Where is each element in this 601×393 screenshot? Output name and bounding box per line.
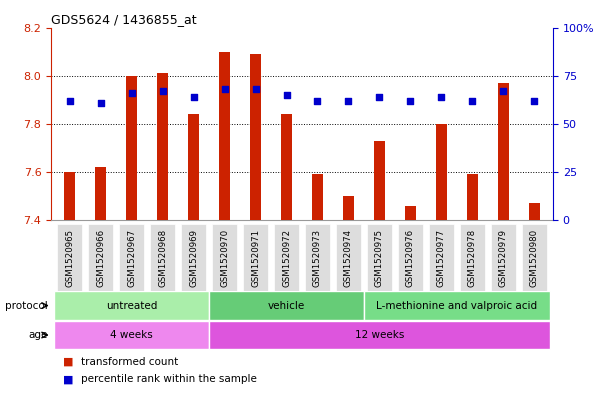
FancyBboxPatch shape [364, 292, 550, 320]
FancyBboxPatch shape [119, 224, 144, 291]
Point [251, 86, 260, 92]
Text: untreated: untreated [106, 301, 157, 310]
Point [127, 90, 136, 96]
Point [158, 88, 168, 94]
Bar [64, 172, 75, 220]
Bar [436, 124, 447, 220]
Bar [529, 203, 540, 220]
Bar [126, 75, 137, 220]
Text: age: age [29, 330, 48, 340]
FancyBboxPatch shape [181, 224, 206, 291]
FancyBboxPatch shape [429, 224, 454, 291]
Bar [95, 167, 106, 220]
Bar [188, 114, 199, 220]
FancyBboxPatch shape [491, 224, 516, 291]
Text: protocol: protocol [5, 301, 48, 310]
Bar [343, 196, 354, 220]
FancyBboxPatch shape [336, 224, 361, 291]
Text: GSM1520975: GSM1520975 [375, 229, 384, 287]
Point [499, 88, 508, 94]
Point [220, 86, 230, 92]
Point [282, 92, 291, 98]
Text: GSM1520966: GSM1520966 [96, 229, 105, 287]
Point [436, 94, 446, 100]
Text: GSM1520971: GSM1520971 [251, 229, 260, 287]
Text: GSM1520965: GSM1520965 [65, 229, 74, 287]
FancyBboxPatch shape [88, 224, 113, 291]
FancyBboxPatch shape [57, 224, 82, 291]
FancyBboxPatch shape [305, 224, 330, 291]
FancyBboxPatch shape [367, 224, 392, 291]
Text: GDS5624 / 1436855_at: GDS5624 / 1436855_at [51, 13, 197, 26]
FancyBboxPatch shape [54, 292, 209, 320]
Bar [405, 206, 416, 220]
Bar [219, 51, 230, 220]
Bar [374, 141, 385, 220]
FancyBboxPatch shape [398, 224, 423, 291]
Text: GSM1520968: GSM1520968 [158, 229, 167, 287]
Text: 4 weeks: 4 weeks [110, 330, 153, 340]
FancyBboxPatch shape [460, 224, 485, 291]
Text: GSM1520969: GSM1520969 [189, 229, 198, 286]
Point [65, 97, 75, 104]
Bar [281, 114, 292, 220]
Bar [157, 73, 168, 220]
Bar [498, 83, 509, 220]
Text: GSM1520980: GSM1520980 [530, 229, 539, 287]
FancyBboxPatch shape [150, 224, 175, 291]
Text: ■: ■ [63, 374, 73, 384]
Point [344, 97, 353, 104]
Text: GSM1520979: GSM1520979 [499, 229, 508, 286]
Text: vehicle: vehicle [268, 301, 305, 310]
Text: GSM1520973: GSM1520973 [313, 229, 322, 287]
Point [529, 97, 539, 104]
Point [468, 97, 477, 104]
Point [313, 97, 322, 104]
Point [189, 94, 198, 100]
Text: GSM1520976: GSM1520976 [406, 229, 415, 287]
Text: GSM1520967: GSM1520967 [127, 229, 136, 287]
FancyBboxPatch shape [522, 224, 547, 291]
Text: GSM1520972: GSM1520972 [282, 229, 291, 287]
Text: percentile rank within the sample: percentile rank within the sample [81, 374, 257, 384]
FancyBboxPatch shape [274, 224, 299, 291]
Text: ■: ■ [63, 356, 73, 367]
FancyBboxPatch shape [243, 224, 268, 291]
Point [374, 94, 384, 100]
FancyBboxPatch shape [212, 224, 237, 291]
FancyBboxPatch shape [209, 292, 364, 320]
Text: GSM1520974: GSM1520974 [344, 229, 353, 287]
Bar [250, 54, 261, 220]
Text: transformed count: transformed count [81, 356, 178, 367]
Point [406, 97, 415, 104]
Point [96, 99, 105, 106]
FancyBboxPatch shape [209, 321, 550, 349]
Text: 12 weeks: 12 weeks [355, 330, 404, 340]
Bar [312, 174, 323, 220]
Text: GSM1520978: GSM1520978 [468, 229, 477, 287]
Bar [467, 174, 478, 220]
Text: GSM1520970: GSM1520970 [220, 229, 229, 287]
Text: GSM1520977: GSM1520977 [437, 229, 446, 287]
FancyBboxPatch shape [54, 321, 209, 349]
Text: L-methionine and valproic acid: L-methionine and valproic acid [376, 301, 537, 310]
